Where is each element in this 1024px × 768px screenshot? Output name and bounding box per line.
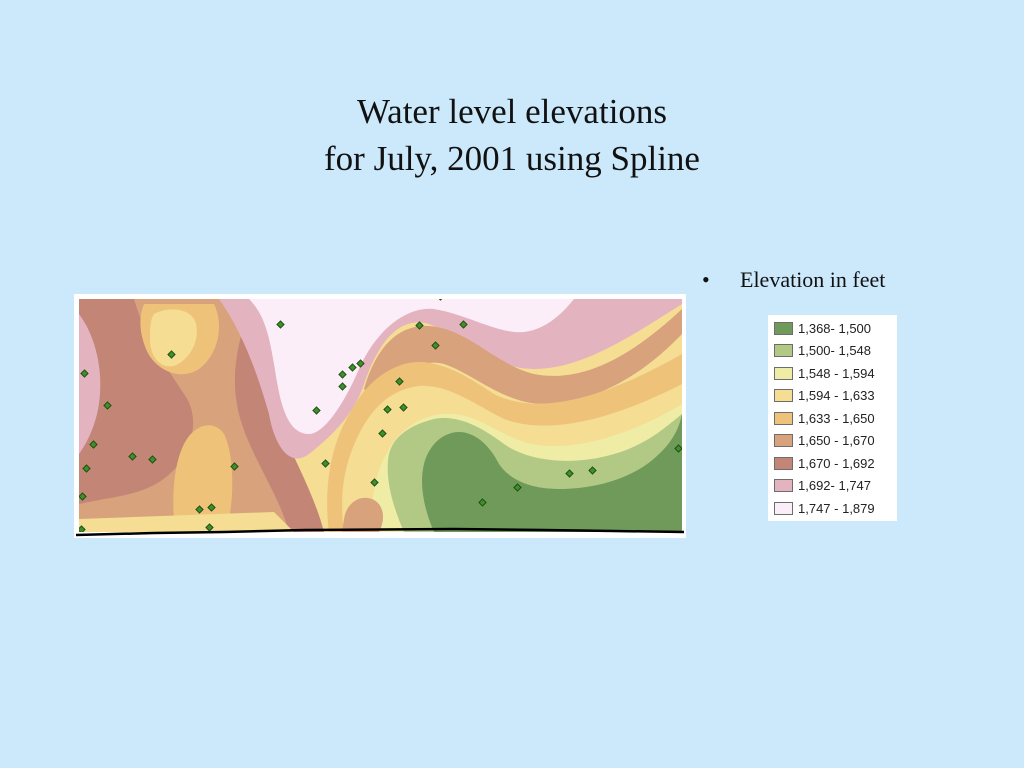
well-marker	[674, 444, 682, 453]
map-south-boundary-line	[75, 527, 685, 537]
well-marker	[79, 492, 87, 501]
well-marker	[230, 462, 239, 471]
legend-label: 1,548 - 1,594	[798, 365, 875, 381]
well-marker	[338, 370, 347, 379]
legend-row: 1,548 - 1,594	[774, 364, 875, 382]
title-line-2: for July, 2001 using Spline	[324, 139, 700, 178]
elevation-contour-map	[74, 294, 686, 538]
well-marker	[312, 406, 321, 415]
well-marker	[103, 401, 112, 410]
well-marker	[383, 405, 392, 414]
well-marker	[356, 359, 365, 368]
well-marker	[82, 464, 91, 473]
well-marker	[89, 440, 98, 449]
bullet-symbol: •	[702, 267, 710, 292]
legend-swatch	[774, 479, 793, 492]
well-marker	[338, 382, 347, 391]
legend-row: 1,692- 1,747	[774, 477, 871, 495]
legend-row: 1,500- 1,548	[774, 342, 871, 360]
well-marker	[276, 320, 285, 329]
well-marker	[513, 483, 522, 492]
well-marker	[321, 459, 330, 468]
title-line-1: Water level elevations	[356, 92, 668, 131]
zone-1594-1633-pocket-north	[150, 309, 197, 367]
well-marker	[565, 469, 574, 478]
well-marker	[370, 478, 379, 487]
legend-caption-text: Elevation in feet	[740, 267, 886, 292]
legend-row: 1,650 - 1,670	[774, 432, 875, 450]
legend-swatch	[774, 344, 793, 357]
legend-swatch	[774, 366, 793, 380]
zone-1747-1879-north	[249, 299, 574, 434]
elevation-legend: 1,368- 1,500 1,500- 1,548 1,548 - 1,594 1,5…	[768, 315, 897, 521]
well-marker	[207, 503, 216, 512]
legend-label: 1,594 - 1,633	[798, 388, 875, 403]
legend-label: 1,368- 1,500	[798, 320, 872, 336]
well-marker	[378, 429, 387, 438]
legend-label: 1,747 - 1,879	[798, 500, 875, 516]
well-marker	[128, 452, 137, 461]
legend-label: 1,633 - 1,650	[798, 410, 875, 426]
legend-swatch	[774, 501, 793, 515]
well-marker	[399, 403, 408, 412]
well-marker	[395, 377, 404, 386]
zone-1594-1633-strip-south	[79, 512, 294, 532]
legend-row: 1,633 - 1,650	[774, 409, 875, 427]
legend-swatch	[774, 389, 793, 402]
legend-row: 1,747 - 1,879	[774, 499, 875, 517]
well-markers	[79, 299, 682, 532]
well-marker	[459, 320, 468, 329]
zone-1633-1650-pocket-south	[173, 425, 233, 519]
well-marker	[195, 505, 204, 514]
legend-label: 1,500- 1,548	[798, 343, 872, 358]
well-marker	[148, 455, 157, 464]
well-marker	[478, 498, 487, 507]
legend-swatch	[774, 434, 793, 447]
zone-1650-1670-central	[364, 309, 682, 414]
well-marker	[415, 321, 424, 330]
zone-1692-1747-west	[79, 314, 101, 454]
well-marker	[167, 350, 176, 359]
slide-title: Water level elevations for July, 2001 us…	[0, 88, 1024, 182]
well-marker	[431, 341, 440, 350]
legend-swatch	[774, 321, 793, 335]
legend-swatch	[774, 456, 793, 470]
legend-row: 1,368- 1,500	[774, 319, 871, 337]
well-marker	[588, 466, 597, 475]
zone-1368-1500-east	[422, 414, 682, 532]
legend-row: 1,594 - 1,633	[774, 387, 875, 405]
well-marker	[80, 369, 89, 378]
well-marker	[79, 525, 86, 532]
well-marker	[348, 363, 357, 372]
legend-label: 1,692- 1,747	[798, 478, 872, 493]
legend-row: 1,670 - 1,692	[774, 454, 875, 472]
legend-swatch	[774, 411, 793, 425]
zone-1650-1670-south-pocket	[342, 497, 384, 532]
legend-caption: • Elevation in feet	[702, 267, 885, 293]
legend-label: 1,650 - 1,670	[798, 433, 875, 448]
zone-1670-1692-west	[79, 299, 194, 504]
well-marker	[205, 523, 214, 532]
legend-label: 1,670 - 1,692	[798, 455, 875, 471]
